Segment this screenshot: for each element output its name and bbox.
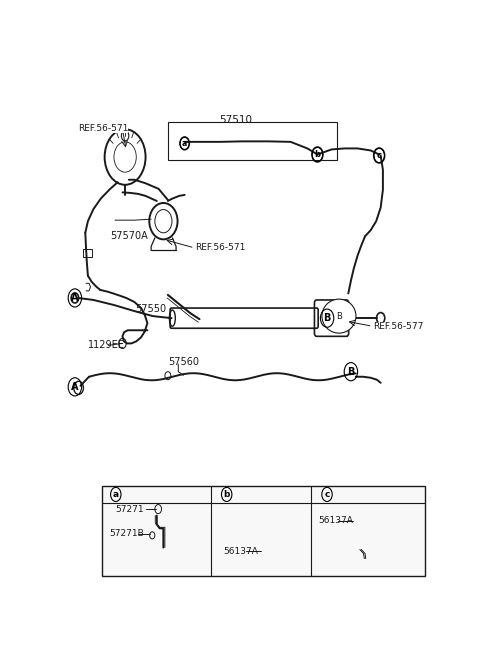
Text: 56137A: 56137A [224, 546, 259, 556]
Text: REF.56-571: REF.56-571 [78, 124, 128, 133]
Text: 57560: 57560 [168, 357, 199, 367]
Circle shape [165, 372, 171, 380]
Text: 57271: 57271 [115, 504, 144, 514]
Bar [168, 121, 337, 159]
Text: 57550: 57550 [135, 304, 166, 314]
Text: 57271B: 57271B [109, 529, 144, 538]
Text: B: B [324, 313, 331, 323]
Text: b: b [314, 150, 321, 159]
Text: B: B [347, 367, 355, 377]
Text: A: A [71, 293, 79, 303]
Text: a: a [113, 490, 119, 499]
Circle shape [119, 338, 126, 348]
Text: B: B [336, 312, 342, 321]
Text: a: a [182, 139, 187, 148]
Text: 57510: 57510 [219, 115, 252, 125]
Text: 1129EE: 1129EE [88, 340, 125, 350]
Text: c: c [377, 151, 382, 160]
Text: c: c [324, 490, 330, 499]
Bar [102, 486, 425, 576]
Text: b: b [224, 490, 230, 499]
Bar [83, 249, 92, 256]
Text: 56137A: 56137A [319, 516, 353, 525]
Text: REF.56-577: REF.56-577 [373, 321, 423, 331]
Text: A: A [71, 382, 79, 392]
Text: 57570A: 57570A [110, 232, 148, 241]
Text: REF.56-571: REF.56-571 [195, 243, 245, 253]
